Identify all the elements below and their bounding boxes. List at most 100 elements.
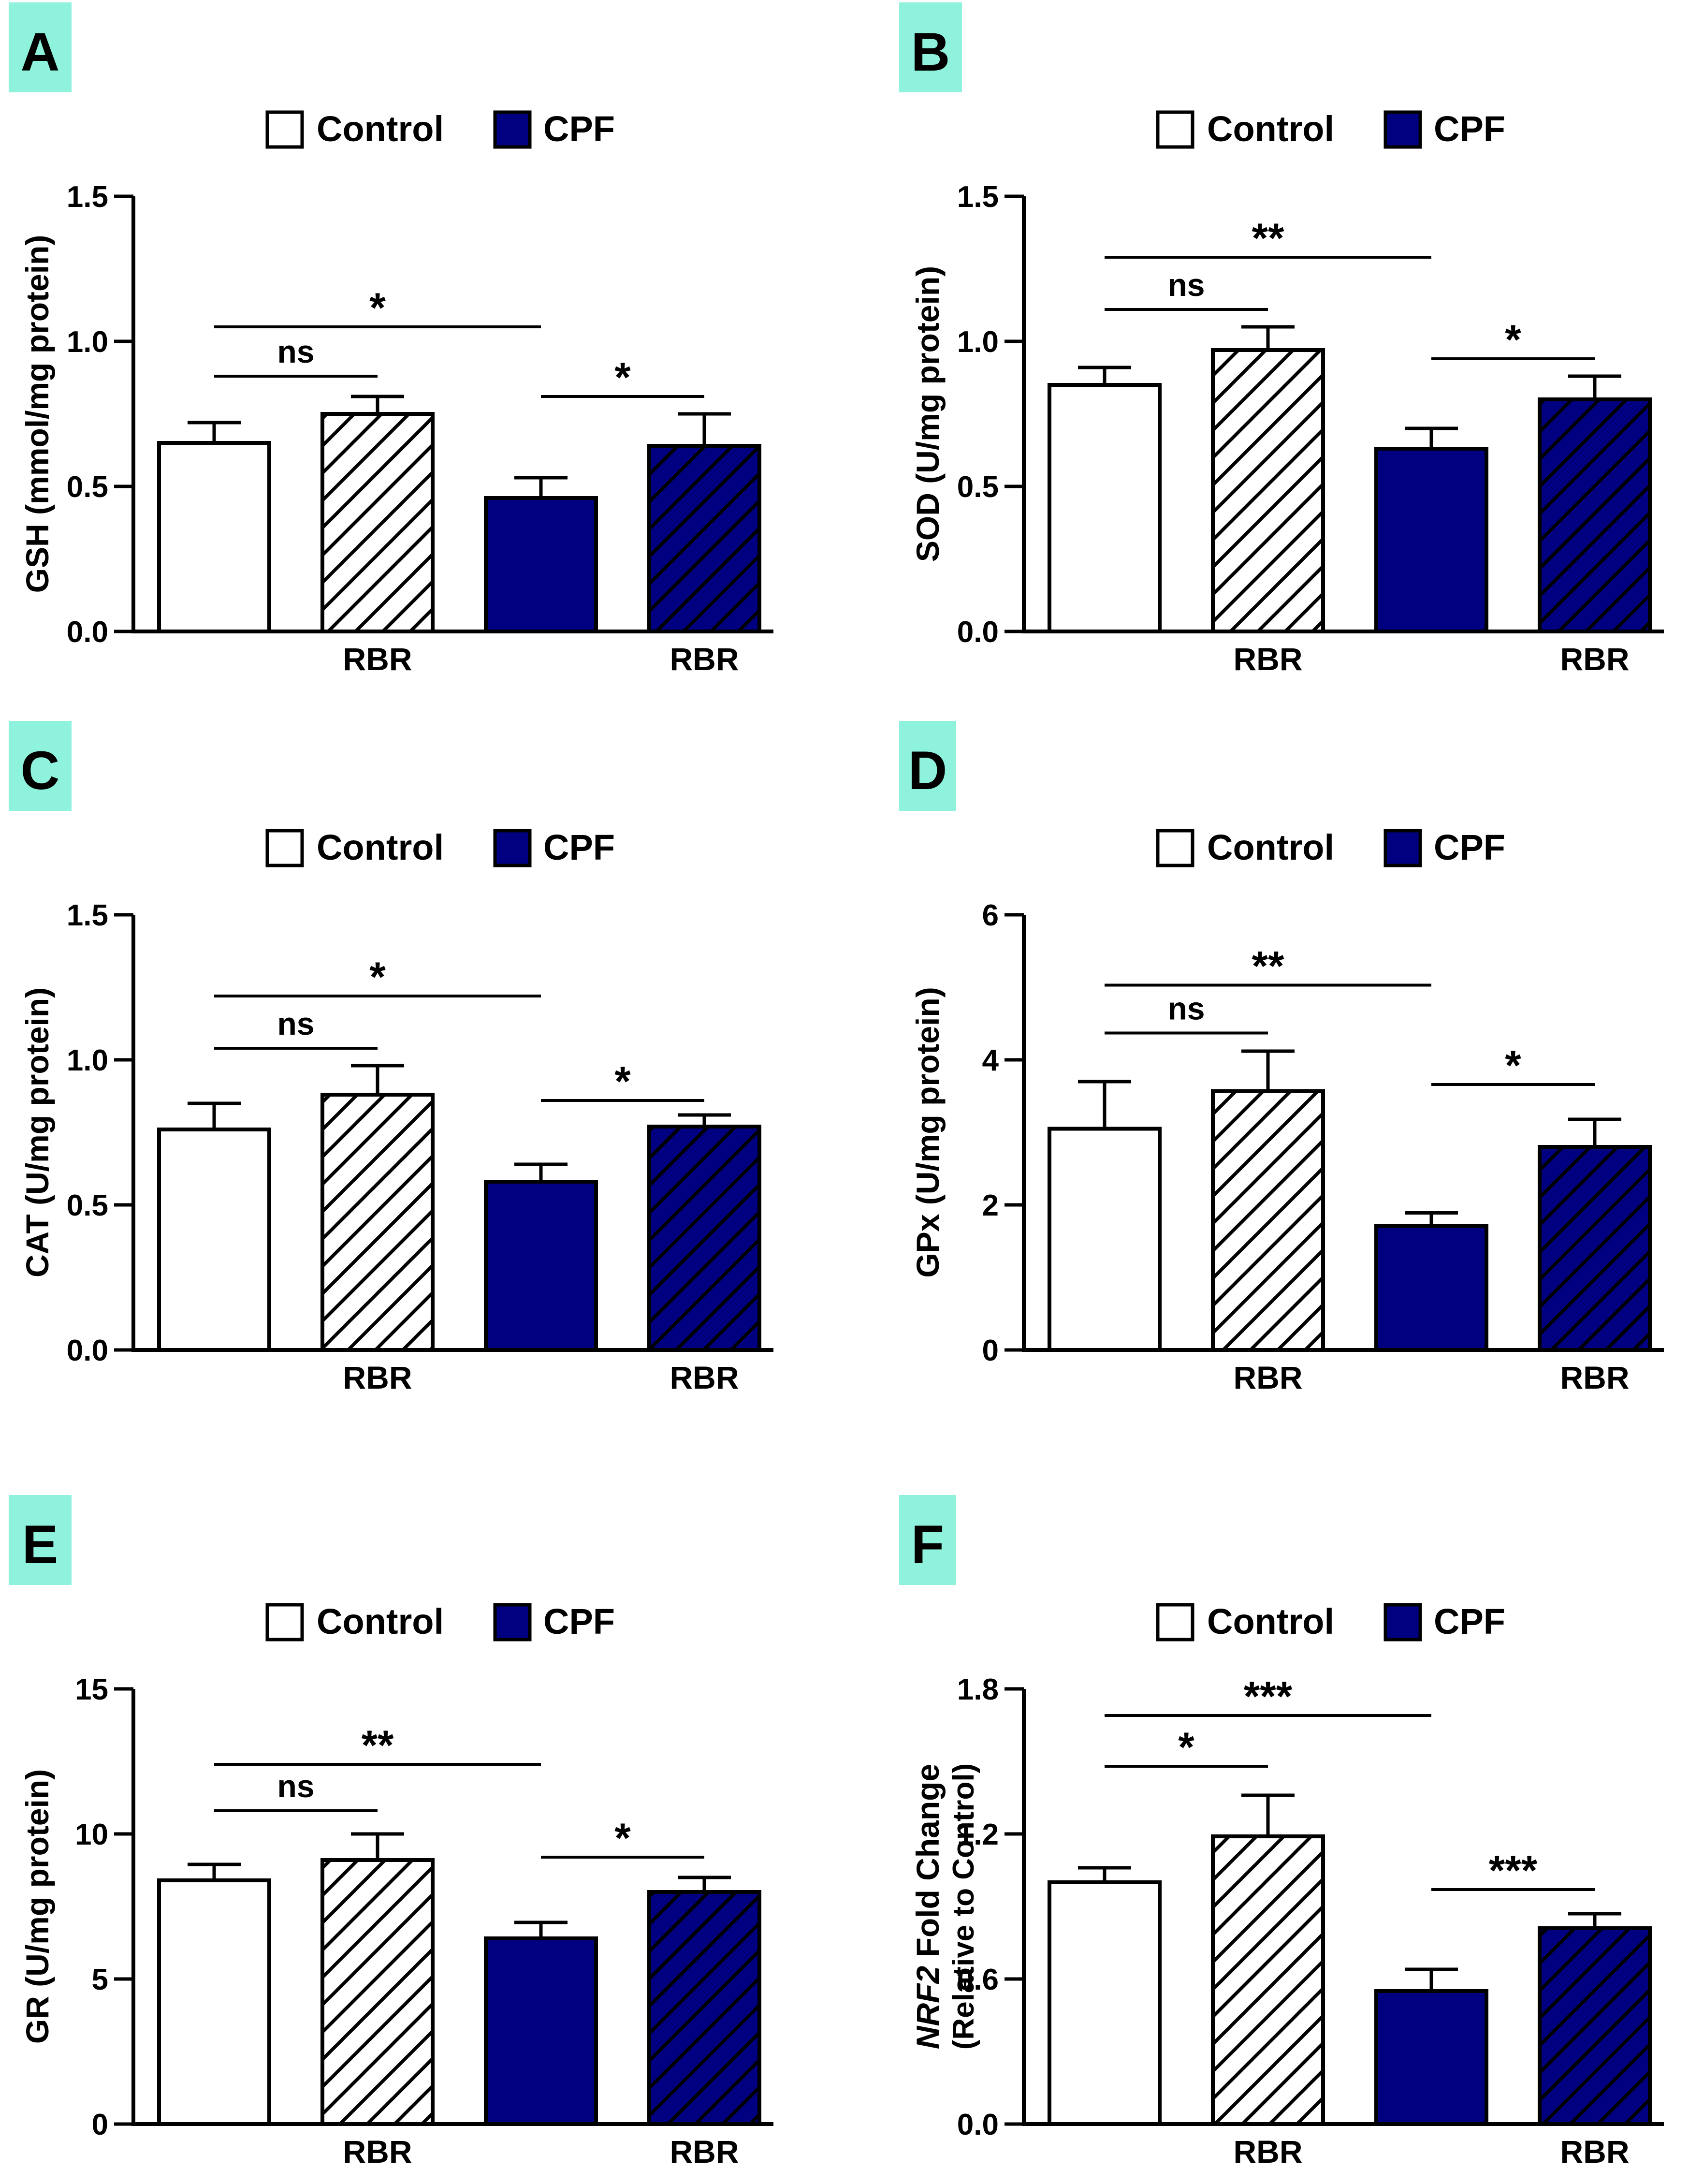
significance-label: * xyxy=(614,354,631,401)
legend-swatch-cpf xyxy=(493,1603,532,1642)
y-tick-label: 0.0 xyxy=(957,616,999,649)
y-tick-label: 1.5 xyxy=(957,180,999,214)
legend-swatch-control xyxy=(1156,1603,1194,1642)
bar-cpf-rbr xyxy=(647,444,761,633)
legend-label-cpf: CPF xyxy=(1434,109,1505,149)
significance-label: *** xyxy=(1489,1847,1538,1894)
x-group-label: RBR xyxy=(1560,641,1630,677)
y-tick-label: 1.5 xyxy=(67,180,108,214)
bar-control xyxy=(1048,1127,1162,1352)
significance-label: * xyxy=(614,1815,631,1862)
x-group-label: RBR xyxy=(1234,641,1303,677)
x-group-label: RBR xyxy=(343,641,412,677)
bar-control xyxy=(1048,1880,1162,2126)
panel-d: D Control CPF 0 2 4 6 GPx (U/mg protein) RBR RBR n… xyxy=(899,721,1664,1395)
x-group-label: RBR xyxy=(343,1360,412,1395)
y-tick-label: 0.5 xyxy=(67,1189,108,1222)
y-tick-label: 5 xyxy=(92,1963,108,1996)
panel-label-bg xyxy=(9,721,72,811)
y-tick-label: 0.0 xyxy=(957,2108,999,2141)
panel-label: B xyxy=(911,22,950,82)
legend-swatch-cpf xyxy=(1383,829,1422,867)
significance-label: * xyxy=(1178,1724,1194,1771)
panel-label: A xyxy=(21,22,60,82)
bar-control-rbr xyxy=(1211,1834,1325,2126)
y-tick-label: 2 xyxy=(982,1189,999,1222)
bar-control-rbr xyxy=(320,1093,435,1352)
significance-label: *** xyxy=(1244,1673,1293,1720)
panel-c: C Control CPF 0.0 0.5 1.0 1.5 CAT (U/mg protein… xyxy=(9,721,773,1395)
panel-b: B Control CPF 0.0 0.5 1.0 1.5 SOD (U/mg protein… xyxy=(899,2,1664,677)
y-axis-label-gene: NRF2 xyxy=(910,1966,946,2050)
legend-label-cpf: CPF xyxy=(543,1601,615,1642)
bar-cpf-rbr xyxy=(1538,1926,1652,2126)
bar-control xyxy=(157,441,271,633)
x-group-label: RBR xyxy=(1560,1360,1630,1395)
x-group-label: RBR xyxy=(1560,2134,1630,2169)
y-tick-label: 0.0 xyxy=(67,1334,108,1367)
legend-label-control: Control xyxy=(1207,109,1334,149)
legend-swatch-cpf xyxy=(493,110,532,149)
legend-label-cpf: CPF xyxy=(543,827,615,867)
significance-label: * xyxy=(1505,1042,1521,1089)
legend-swatch-control xyxy=(1156,110,1194,149)
bar-control-rbr xyxy=(320,1858,435,2126)
bar-cpf-rbr xyxy=(647,1890,761,2126)
x-group-label: RBR xyxy=(343,2134,412,2169)
panel-label-bg xyxy=(899,721,956,811)
y-tick-label: 6 xyxy=(982,899,999,932)
y-tick-label: 4 xyxy=(982,1044,999,1077)
legend-label-control: Control xyxy=(1207,827,1334,867)
y-axis-label-text: Fold Change xyxy=(910,1764,946,1966)
y-tick-label: 0.0 xyxy=(67,616,108,649)
y-tick-label: 1.5 xyxy=(67,899,108,932)
legend-swatch-control xyxy=(1156,829,1194,867)
significance-label: ns xyxy=(277,1768,314,1804)
legend-swatch-cpf xyxy=(493,829,532,867)
y-tick-label: 0.5 xyxy=(67,470,108,504)
bar-control-rbr xyxy=(1211,1089,1325,1352)
panel-e: E Control CPF 0 5 10 15 GR (U/mg protein) RBR RBR… xyxy=(9,1495,773,2169)
significance-label: ns xyxy=(277,1006,314,1041)
bar-cpf xyxy=(484,1936,598,2126)
significance-label: ** xyxy=(362,1722,394,1769)
y-tick-label: 1.8 xyxy=(957,1673,999,1706)
x-group-label: RBR xyxy=(1234,2134,1303,2169)
x-group-label: RBR xyxy=(670,2134,739,2169)
y-axis-label: SOD (U/mg protein) xyxy=(910,266,946,562)
significance-label: * xyxy=(369,954,386,1000)
bar-cpf xyxy=(1374,1989,1488,2126)
legend-label-cpf: CPF xyxy=(1434,827,1505,867)
x-group-label: RBR xyxy=(670,1360,739,1395)
significance-label: ** xyxy=(1252,215,1284,262)
significance-label: ns xyxy=(277,334,314,369)
legend-swatch-cpf xyxy=(1383,1603,1422,1642)
y-tick-label: 0 xyxy=(92,2108,108,2141)
panel-label: F xyxy=(911,1514,944,1575)
x-group-label: RBR xyxy=(1234,1360,1303,1395)
bar-control-rbr xyxy=(1211,348,1325,633)
panel-f: F Control CPF 0.0 0.6 1.2 1.8 NRF2 Fold Change(… xyxy=(899,1495,1664,2169)
legend-label-control: Control xyxy=(317,1601,444,1642)
y-tick-label: 10 xyxy=(75,1818,108,1851)
panel-label: E xyxy=(22,1514,58,1575)
y-tick-label: 0 xyxy=(982,1334,999,1367)
y-tick-label: 15 xyxy=(75,1673,108,1706)
significance-label: ns xyxy=(1167,267,1205,303)
y-axis-label: CAT (U/mg protein) xyxy=(19,987,55,1277)
legend-label-cpf: CPF xyxy=(1434,1601,1505,1642)
bar-cpf xyxy=(484,1180,598,1352)
legend-swatch-control xyxy=(265,1603,304,1642)
legend-swatch-control xyxy=(265,110,304,149)
y-axis-label: NRF2 Fold Change xyxy=(910,1764,946,2049)
bar-control xyxy=(157,1128,271,1352)
x-group-label: RBR xyxy=(670,641,739,677)
bar-cpf-rbr xyxy=(647,1125,761,1352)
significance-label: * xyxy=(369,285,386,331)
y-tick-label: 1.0 xyxy=(67,325,108,359)
panel-label-bg xyxy=(9,1495,72,1585)
panel-label: D xyxy=(908,740,947,801)
y-axis-label-line2: (Relative to Control) xyxy=(947,1763,980,2050)
y-tick-label: 1.0 xyxy=(957,325,999,359)
